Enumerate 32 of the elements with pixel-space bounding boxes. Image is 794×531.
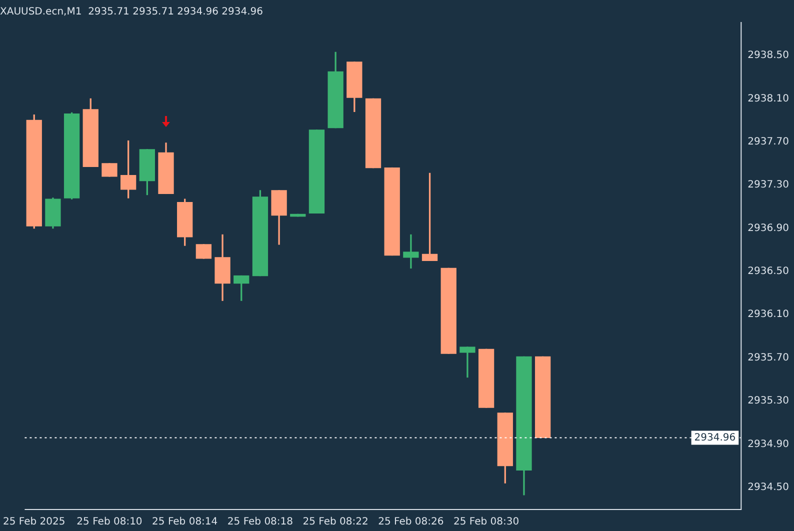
candlestick bbox=[440, 268, 456, 354]
x-tick-label: 25 Feb 08:10 bbox=[76, 516, 142, 528]
chart-title: XAUUSD.ecn,M1 2935.71 2935.71 2934.96 2934.96 bbox=[0, 6, 264, 18]
y-tick-label: 2934.50 bbox=[748, 482, 790, 493]
y-tick-label: 2938.10 bbox=[748, 93, 790, 104]
y-tick-label: 2935.30 bbox=[748, 396, 790, 407]
candlestick bbox=[365, 98, 382, 168]
y-tick-label: 2938.50 bbox=[748, 50, 790, 62]
x-tick-label: 25 Feb 08:14 bbox=[152, 516, 218, 528]
y-tick-label: 2937.30 bbox=[748, 180, 790, 191]
x-tick-label: 25 Feb 2025 bbox=[2, 516, 66, 528]
candlestick bbox=[196, 244, 212, 259]
y-tick-label: 2936.90 bbox=[748, 222, 790, 234]
y-tick-label: 2934.90 bbox=[748, 438, 790, 450]
candlestick bbox=[102, 163, 118, 177]
candlestick bbox=[308, 130, 325, 214]
x-tick-label: 25 Feb 08:22 bbox=[302, 516, 368, 528]
candlestick bbox=[534, 356, 551, 438]
candlestick bbox=[460, 346, 476, 378]
x-tick-label: 25 Feb 08:18 bbox=[227, 516, 294, 528]
candlestick bbox=[478, 348, 494, 408]
ref-line-label: 2934.96 bbox=[694, 432, 736, 444]
y-tick-label: 2936.50 bbox=[748, 266, 790, 278]
x-tick-label: 25 Feb 08:30 bbox=[453, 516, 520, 528]
y-tick-label: 2935.70 bbox=[748, 352, 790, 364]
candlestick bbox=[346, 62, 362, 112]
candlestick bbox=[64, 112, 80, 200]
y-tick-label: 2937.70 bbox=[748, 136, 790, 148]
x-tick-label: 25 Feb 08:26 bbox=[378, 516, 444, 528]
candlestick bbox=[82, 98, 98, 168]
candlestick bbox=[384, 167, 400, 256]
y-tick-label: 2936.10 bbox=[748, 309, 790, 320]
